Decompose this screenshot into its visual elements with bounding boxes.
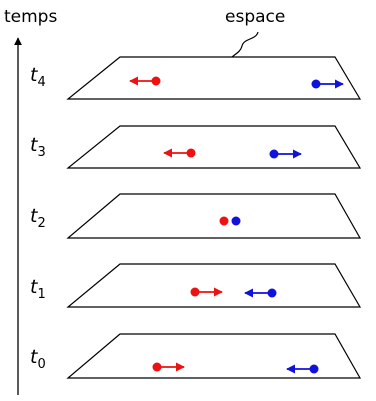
- plane-t4: t4: [30, 56, 362, 100]
- space-plane: [66, 125, 362, 169]
- space-plane: [66, 193, 362, 239]
- red-particle: [190, 287, 200, 297]
- blue-particle: [231, 216, 241, 226]
- blue-particle: [311, 79, 321, 89]
- space-label: espace: [225, 7, 285, 27]
- time-axis-label: temps: [4, 7, 57, 27]
- red-particle: [219, 216, 229, 226]
- space-plane: [66, 263, 362, 308]
- plane-t0: t0: [30, 333, 362, 379]
- blue-particle: [269, 149, 279, 159]
- plane-t1: t1: [30, 263, 362, 308]
- space-plane: [66, 56, 362, 100]
- time-label: t1: [30, 276, 46, 302]
- time-label: t3: [30, 134, 46, 160]
- plane-t2: t2: [30, 193, 362, 239]
- blue-particle: [309, 364, 319, 374]
- time-label: t4: [30, 64, 46, 90]
- red-particle: [186, 148, 196, 158]
- red-particle: [152, 362, 162, 372]
- plane-t3: t3: [30, 125, 362, 169]
- blue-particle: [267, 288, 277, 298]
- red-particle: [151, 76, 161, 86]
- time-label: t0: [30, 346, 46, 372]
- time-label: t2: [30, 205, 46, 231]
